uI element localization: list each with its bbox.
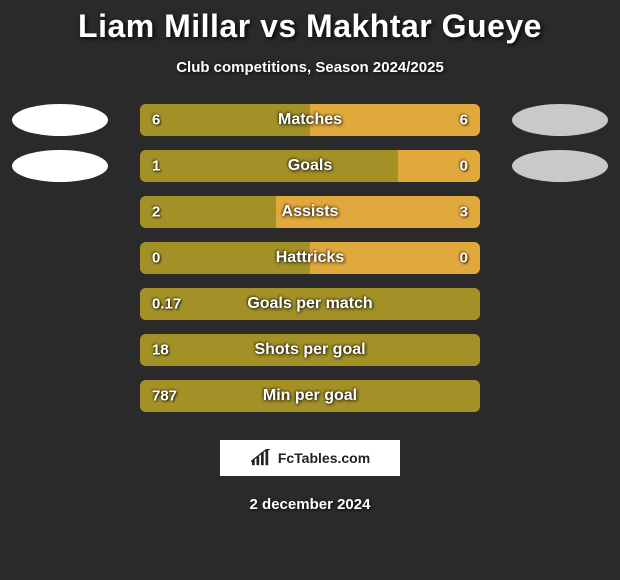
stat-row: 10Goals	[0, 150, 620, 182]
stats-rows: 66Matches 10Goals 23Assists 00Hattricks 0.17…	[0, 104, 620, 412]
stat-label: Shots per goal	[140, 341, 480, 359]
stat-label: Goals per match	[140, 295, 480, 313]
player-badge-right	[512, 150, 608, 182]
comparison-card: Liam Millar vs Makhtar Gueye Club compet…	[0, 0, 620, 580]
stat-row: 00Hattricks	[0, 242, 620, 274]
stat-label: Matches	[140, 111, 480, 129]
stat-row: 787Min per goal	[0, 380, 620, 412]
stat-row: 0.17Goals per match	[0, 288, 620, 320]
stat-label: Min per goal	[140, 387, 480, 405]
subtitle: Club competitions, Season 2024/2025	[0, 59, 620, 76]
chart-icon	[250, 449, 272, 467]
brand-logo: FcTables.com	[220, 440, 400, 476]
player-badge-left	[12, 150, 108, 182]
player-badge-right	[512, 104, 608, 136]
stat-row: 23Assists	[0, 196, 620, 228]
stat-row: 18Shots per goal	[0, 334, 620, 366]
stat-label: Goals	[140, 157, 480, 175]
stat-row: 66Matches	[0, 104, 620, 136]
brand-text: FcTables.com	[278, 450, 370, 466]
stat-label: Assists	[140, 203, 480, 221]
page-title: Liam Millar vs Makhtar Gueye	[0, 8, 620, 45]
date-text: 2 december 2024	[0, 496, 620, 513]
stat-label: Hattricks	[140, 249, 480, 267]
player-badge-left	[12, 104, 108, 136]
